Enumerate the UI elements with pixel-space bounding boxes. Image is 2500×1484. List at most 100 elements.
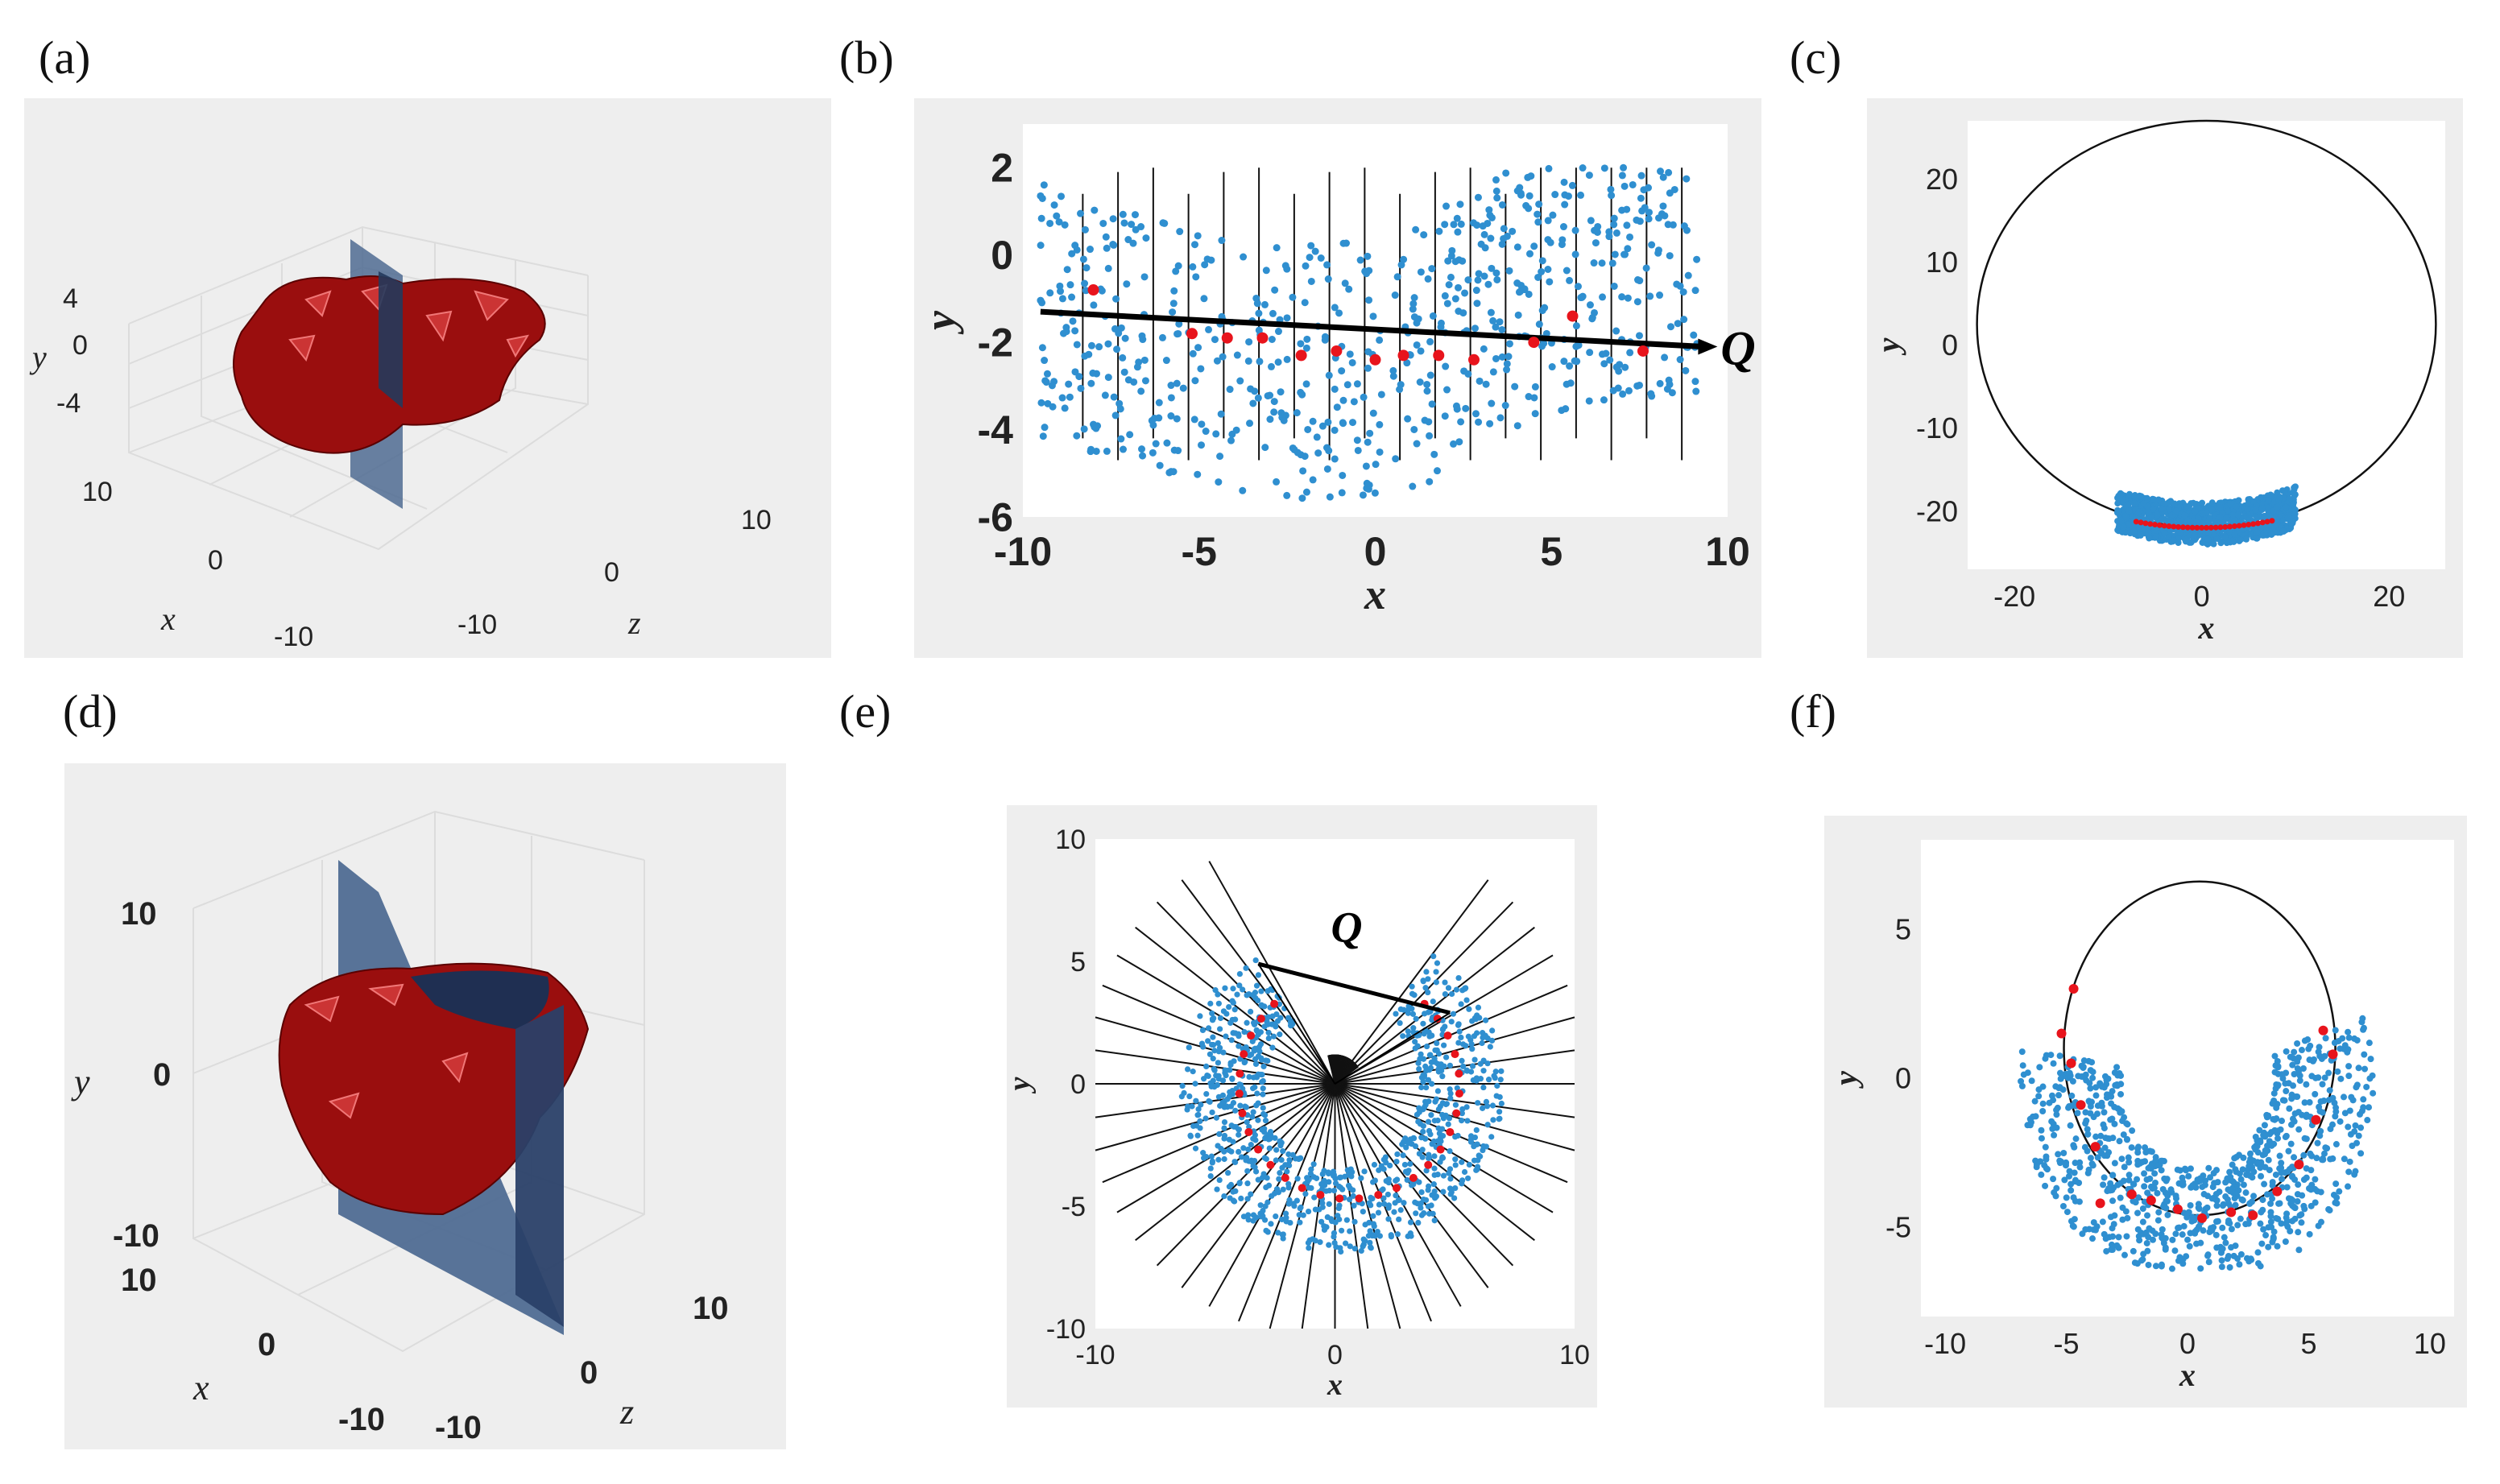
point [2138,1257,2146,1264]
y-tick-label: 20 [1926,163,1958,196]
point [1244,1168,1251,1174]
point [2065,1172,2072,1180]
point [1480,1105,1486,1111]
point [2055,1092,2063,1099]
point [2271,1116,2279,1123]
point [1600,360,1608,368]
ray-line [1301,1083,1336,1329]
point [1299,467,1307,475]
point [1193,1097,1199,1104]
red-point [1240,1050,1248,1059]
a-ytick-1: 0 [72,330,88,361]
point [1500,234,1508,242]
point [1376,1233,1383,1239]
point [1120,368,1128,376]
point [1463,997,1470,1003]
point [1542,329,1550,337]
point [1216,453,1224,461]
point [2048,1092,2055,1099]
point [1227,436,1236,444]
point [1610,282,1618,290]
point [2360,1024,2367,1031]
point [2319,1081,2326,1088]
point [1044,399,1052,407]
point [2171,537,2178,544]
point [1306,1184,1312,1191]
point [1339,396,1347,404]
point [1335,309,1343,317]
point [2259,523,2266,531]
point [2329,1094,2337,1102]
point [2320,1097,2328,1105]
point [1273,1213,1279,1220]
point [1252,1060,1260,1068]
point [1241,1029,1248,1035]
point [1082,287,1090,295]
point [2282,1238,2289,1246]
point [2295,1229,2302,1236]
point [2234,1222,2241,1229]
point [1439,1100,1446,1106]
point [1509,227,1517,235]
point [1237,1102,1244,1109]
point [1286,1157,1293,1164]
point [1493,275,1501,283]
d-zlabel: z [619,1392,634,1432]
point [2118,1155,2125,1163]
point [2208,499,2216,506]
point [1471,1033,1478,1040]
point [1453,986,1460,993]
point [1624,245,1632,253]
point [2105,1135,2113,1143]
d-xlabel: x [192,1368,209,1408]
point [1283,314,1291,322]
point [2221,1234,2228,1241]
point [1197,365,1205,373]
point [1236,1043,1242,1049]
point [1459,1118,1465,1124]
point [1586,349,1594,357]
point [1413,440,1421,448]
point [1189,349,1197,358]
point [1658,210,1666,218]
point [1462,404,1470,412]
point [2210,531,2217,538]
point [1343,381,1351,389]
point [2112,1081,2119,1089]
point [1233,351,1241,359]
point [1568,181,1576,189]
point [2020,1071,2027,1078]
point [2268,531,2275,538]
point [1448,1188,1455,1196]
point [2135,1194,2142,1201]
point [2231,531,2238,538]
point [1319,1204,1326,1210]
point [1227,1089,1233,1095]
point [1262,267,1270,275]
red-point [1455,1069,1463,1078]
point [1452,1156,1459,1163]
point [2316,1132,2324,1139]
point [1293,409,1301,417]
point [1435,227,1443,235]
point [2258,1159,2265,1166]
point [1476,1152,1482,1159]
point [1197,1118,1203,1125]
point [1418,1188,1425,1196]
point [2332,1199,2339,1206]
point [2306,1099,2313,1106]
point [1262,1118,1269,1124]
panel-c-chart: -20 0 20 20 10 0 -10 -20 x y [1867,98,2463,658]
point [1129,239,1137,247]
point [1426,371,1434,379]
point [1087,379,1095,387]
point [1214,1186,1220,1193]
point [1324,275,1332,283]
point [1211,336,1219,344]
point [1194,470,1202,478]
point [1434,1060,1441,1067]
point [1281,262,1289,270]
red-point [2166,523,2172,530]
point [2186,1242,2193,1250]
point [2346,1107,2353,1114]
